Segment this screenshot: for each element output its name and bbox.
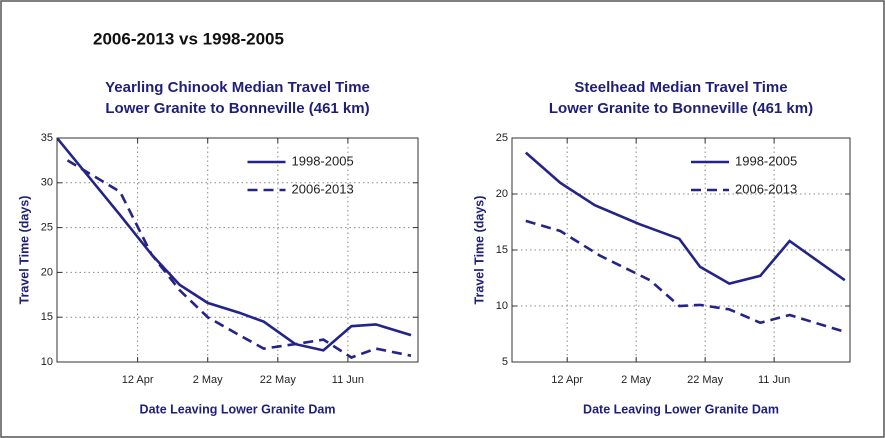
heading: 2006-2013 vs 1998-2005 bbox=[93, 29, 284, 48]
plot-frame bbox=[511, 137, 851, 363]
y-tick-label: 20 bbox=[496, 188, 508, 200]
x-axis-label: Date Leaving Lower Granite Dam bbox=[583, 402, 779, 416]
chart-subtitle: Lower Granite to Bonneville (461 km) bbox=[105, 100, 369, 117]
series-line bbox=[525, 219, 846, 334]
y-axis-label: Travel Time (days) bbox=[472, 196, 486, 305]
y-tick-label: 20 bbox=[41, 266, 53, 278]
x-tick-label: 22 May bbox=[687, 374, 724, 386]
x-tick-label: 12 Apr bbox=[551, 374, 583, 386]
legend-label: 2006-2013 bbox=[735, 181, 797, 196]
x-tick-label: 11 Jun bbox=[758, 374, 790, 386]
x-tick-label: 2 May bbox=[193, 374, 223, 386]
x-tick-label: 22 May bbox=[260, 374, 297, 386]
x-tick-label: 12 Apr bbox=[122, 374, 154, 386]
y-tick-label: 25 bbox=[496, 132, 508, 144]
series-line bbox=[66, 159, 412, 359]
y-tick-label: 5 bbox=[502, 356, 508, 368]
plot-frame bbox=[56, 137, 419, 363]
y-tick-label: 10 bbox=[496, 300, 508, 312]
x-tick-label: 11 Jun bbox=[332, 374, 364, 386]
y-axis-label: Travel Time (days) bbox=[17, 196, 31, 305]
chart-subtitle: Lower Granite to Bonneville (461 km) bbox=[549, 100, 813, 117]
legend-label: 2006-2013 bbox=[292, 181, 354, 196]
chart-title: Steelhead Median Travel Time bbox=[574, 79, 787, 96]
series-line bbox=[57, 138, 412, 352]
y-tick-label: 25 bbox=[41, 222, 53, 234]
legend-label: 1998-2005 bbox=[735, 153, 797, 168]
y-tick-label: 15 bbox=[41, 311, 53, 323]
y-tick-label: 30 bbox=[41, 177, 53, 189]
legend-label: 1998-2005 bbox=[292, 153, 354, 168]
series-line bbox=[524, 151, 846, 285]
y-tick-label: 35 bbox=[41, 132, 53, 144]
y-tick-label: 15 bbox=[496, 244, 508, 256]
chart-title: Yearling Chinook Median Travel Time bbox=[105, 79, 370, 96]
x-axis-label: Date Leaving Lower Granite Dam bbox=[140, 402, 336, 416]
y-tick-label: 10 bbox=[41, 356, 53, 368]
x-tick-label: 2 May bbox=[621, 374, 651, 386]
